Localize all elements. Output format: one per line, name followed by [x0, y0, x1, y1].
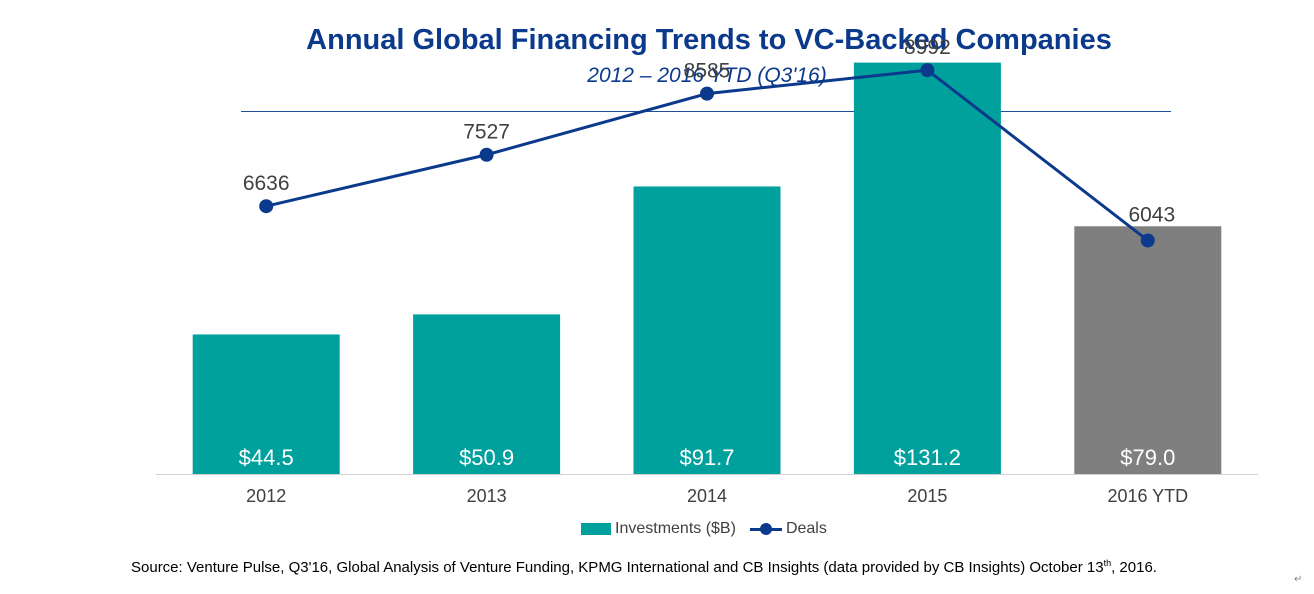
- bar-2012: [192, 334, 340, 474]
- bar-2015: [853, 62, 1001, 474]
- bar-value-label: $44.5: [239, 445, 294, 470]
- bar-2014: [633, 186, 781, 474]
- deals-point: [700, 86, 714, 101]
- x-tick-label: 2015: [907, 486, 947, 506]
- paragraph-mark: ↵: [1294, 574, 1303, 585]
- bar-2013: [413, 314, 561, 474]
- x-tick-label: 2014: [687, 486, 727, 506]
- legend-entry-investments: Investments ($B): [581, 520, 736, 538]
- deals-value-label: 8992: [904, 36, 951, 59]
- source-text: Source: Venture Pulse, Q3'16, Global Ana…: [131, 559, 1104, 576]
- x-tick-label: 2012: [246, 486, 286, 506]
- bar-value-label: $79.0: [1120, 445, 1175, 470]
- deals-point: [259, 199, 274, 214]
- deals-value-label: 6636: [243, 172, 290, 195]
- deals-value-label: 8585: [684, 60, 731, 83]
- source-superscript: th: [1103, 558, 1112, 568]
- legend-swatch-deals: [749, 523, 782, 535]
- bar-value-label: $91.7: [679, 445, 734, 470]
- source-note: Source: Venture Pulse, Q3'16, Global Ana…: [131, 558, 1157, 576]
- bar-value-label: $50.9: [459, 445, 514, 470]
- x-tick-label: 2013: [467, 486, 507, 506]
- title-divider: [241, 111, 1171, 112]
- legend-swatch-investments: [581, 523, 611, 535]
- legend: Investments ($B) Deals: [581, 519, 841, 539]
- deals-value-label: 7527: [463, 121, 510, 144]
- deals-point: [479, 147, 494, 162]
- deals-point: [1140, 233, 1155, 248]
- deals-point: [920, 63, 935, 78]
- bar-2016-ytd: [1074, 226, 1222, 474]
- chart-subtitle: 2012 – 2016 YTD (Q3'16): [587, 64, 827, 87]
- bar-value-label: $131.2: [894, 445, 961, 470]
- deals-value-label: 6043: [1128, 203, 1175, 226]
- source-text-end: , 2016.: [1111, 559, 1157, 576]
- legend-label-deals: Deals: [785, 520, 827, 537]
- legend-label-investments: Investments ($B): [615, 520, 736, 537]
- chart-title: Annual Global Financing Trends to VC-Bac…: [306, 24, 1112, 56]
- legend-entry-deals: Deals: [749, 520, 827, 538]
- x-tick-label: 2016 YTD: [1107, 486, 1188, 506]
